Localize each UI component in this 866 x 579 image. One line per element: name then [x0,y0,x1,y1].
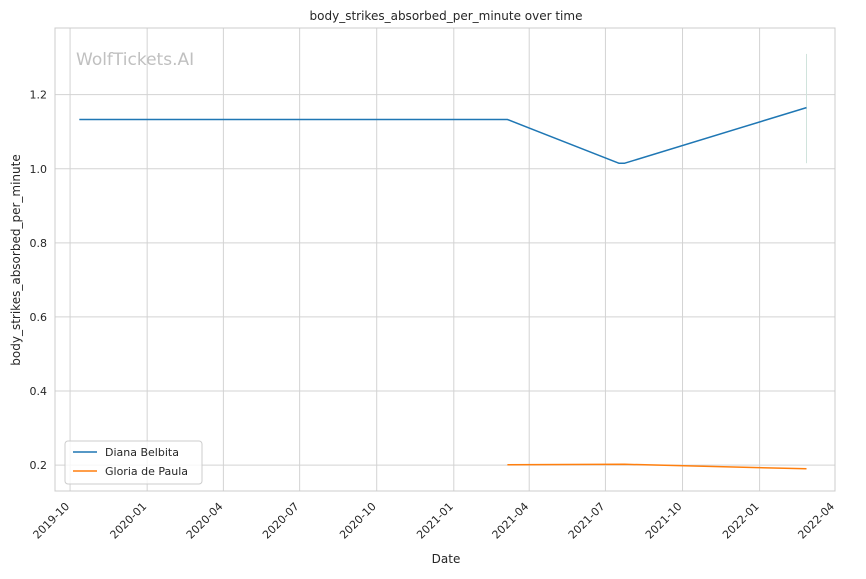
series-line-diana-belbita [79,106,807,164]
x-tick-label: 2022-01 [720,500,762,542]
x-tick-label: 2022-04 [795,500,837,542]
watermark-text: WolfTickets.AI [76,50,194,70]
series-lines [79,106,807,470]
chart-title: body_strikes_absorbed_per_minute over ti… [310,9,583,23]
y-tick-label: 0.2 [30,459,48,472]
x-tick-label: 2019-10 [31,500,73,542]
x-tick-label: 2020-04 [184,500,226,542]
x-tick-label: 2021-07 [566,500,608,542]
y-tick-label: 1.0 [30,163,48,176]
x-tick-label: 2021-01 [414,500,456,542]
x-tick-label: 2021-04 [490,500,532,542]
y-tick-label: 1.2 [30,89,48,102]
legend: Diana Belbita Gloria de Paula [64,440,203,485]
legend-box [64,440,203,485]
legend-label-gloria-de-paula: Gloria de Paula [105,465,188,478]
series-line-gloria-de-paula [507,463,807,470]
x-tick-label: 2021-10 [643,500,685,542]
x-tick-label: 2020-07 [260,500,302,542]
legend-label-diana-belbita: Diana Belbita [105,446,179,459]
y-tick-label: 0.6 [30,311,48,324]
grid [55,28,836,491]
x-tick-label: 2020-10 [337,500,379,542]
y-tick-label: 0.4 [30,385,48,398]
y-axis-label: body_strikes_absorbed_per_minute [9,154,23,365]
plot-frame [54,27,836,492]
x-tick-label: 2020-01 [108,500,150,542]
y-tick-label: 0.8 [30,237,48,250]
x-axis-label: Date [432,552,461,566]
